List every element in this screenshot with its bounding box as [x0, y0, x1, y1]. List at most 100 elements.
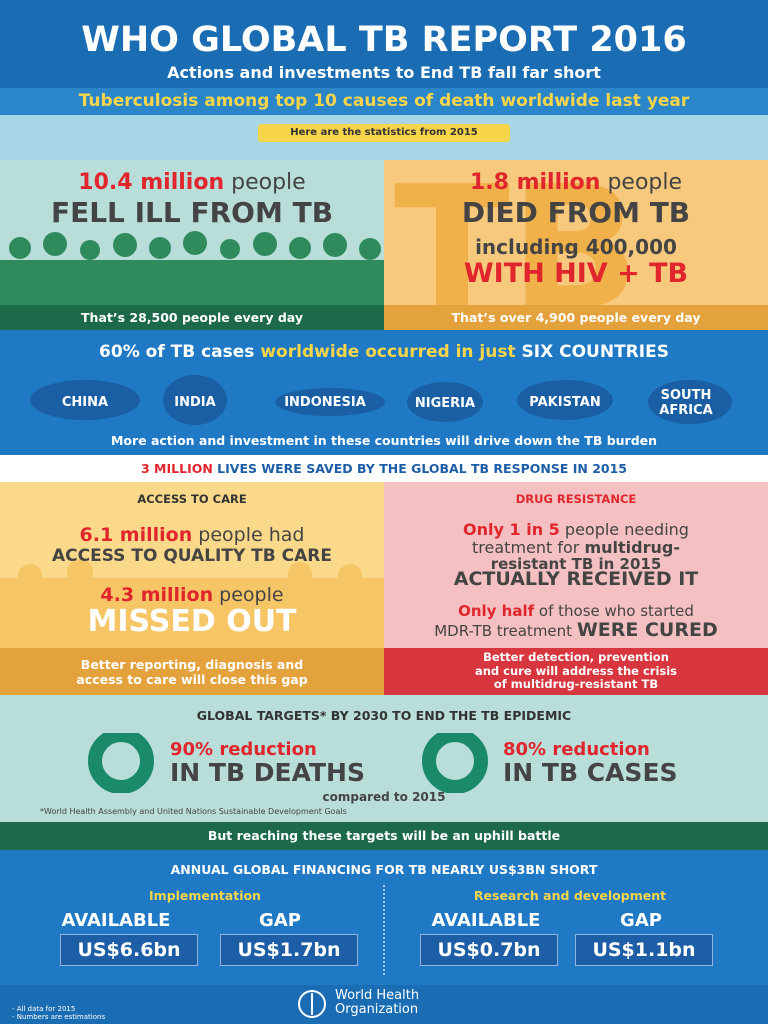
access-line: 6.1 million people had: [0, 524, 384, 546]
maps: [30, 375, 732, 425]
who-logo: [298, 990, 326, 1018]
note: Here are the statistics from 2015: [258, 124, 510, 142]
headline: FELL ILL FROM TB: [50, 196, 334, 229]
targets-panel: GLOBAL TARGETS* BY 2030 TO END THE TB EP…: [0, 695, 768, 822]
amount: US$0.7bn: [420, 934, 558, 966]
footer-bar: That’s 28,500 people every day: [0, 305, 384, 330]
heading: ANNUAL GLOBAL FINANCING FOR TB NEARLY US…: [170, 862, 598, 877]
footer-line: Better detection, prevention: [483, 650, 669, 664]
group-name: Research and development: [473, 888, 667, 903]
text: people needing: [564, 520, 689, 539]
country: CHINA: [61, 395, 109, 410]
drug-line: treatment for multidrug-: [384, 538, 768, 557]
highlight: Only half: [458, 602, 535, 620]
footer-bar: Better detection, prevention and cure wil…: [384, 648, 768, 695]
heading: ACCESS TO CARE: [137, 492, 247, 506]
highlight: 1.8 million: [469, 170, 601, 195]
country: NIGERIA: [414, 396, 476, 411]
access-panel: ACCESS TO CARE 6.1 million people had AC…: [0, 482, 384, 695]
org-line: Organization: [335, 1002, 419, 1017]
heading: GLOBAL TARGETS* BY 2030 TO END THE TB EP…: [196, 708, 572, 723]
lead: 60% of TB cases: [99, 342, 255, 362]
ring: [88, 733, 154, 793]
note-band: Here are the statistics from 2015: [0, 115, 768, 160]
highlight: 90% reduction: [170, 739, 317, 760]
drug-headline: ACTUALLY RECEIVED IT: [453, 568, 699, 590]
text: treatment for: [472, 538, 580, 557]
footnote: *World Health Assembly and United Nation…: [40, 807, 347, 816]
highlight: 80% reduction: [503, 739, 650, 760]
banner-text: But reaching these targets will be an up…: [207, 828, 561, 843]
group-name: Implementation: [149, 888, 261, 903]
amount: US$1.7bn: [220, 934, 358, 966]
highlight: 6.1 million: [79, 524, 193, 546]
crowd: [0, 231, 384, 305]
hiv-line: including 400,000: [475, 235, 677, 259]
countries-panel: 60% of TB cases worldwide occurred in ju…: [0, 330, 768, 455]
highlight: Only 1 in 5: [463, 520, 560, 539]
text: people had: [198, 524, 305, 546]
tagline: Tuberculosis among top 10 causes of deat…: [0, 88, 768, 115]
hiv-headline: WITH HIV + TB: [463, 258, 689, 289]
drug-line: resistant TB in 2015: [490, 555, 662, 573]
saved: 3 MILLION LIVES WERE SAVED BY THE GLOBAL…: [0, 455, 768, 482]
label: GAP: [620, 910, 662, 931]
text: people: [231, 170, 306, 195]
cured-line: MDR-TB treatment WERE CURED: [384, 619, 768, 641]
text: of those who started: [538, 602, 694, 620]
text: people: [219, 584, 284, 606]
end: SIX COUNTRIES: [521, 342, 669, 362]
text: LIVES WERE SAVED BY THE GLOBAL TB RESPON…: [217, 461, 627, 476]
footer-line: and cure will address the crisis: [474, 663, 678, 678]
died-line: 1.8 million people: [384, 170, 768, 195]
ring: [422, 733, 488, 793]
headline: DIED FROM TB: [461, 196, 691, 229]
amount: US$1.1bn: [575, 934, 713, 966]
label: AVAILABLE: [431, 910, 541, 931]
subtitle: Actions and investments to End TB fall f…: [167, 63, 601, 82]
label: GAP: [259, 910, 301, 931]
drug-panel: DRUG RESISTANCE Only 1 in 5 people needi…: [384, 482, 768, 695]
compared: compared to 2015: [322, 790, 446, 804]
drug-line: Only 1 in 5 people needing: [384, 520, 768, 539]
footer-bar: Better reporting, diagnosis and access to…: [0, 648, 384, 695]
amount: US$6.6bn: [60, 934, 198, 966]
label: AVAILABLE: [61, 910, 171, 931]
rings: [88, 733, 488, 793]
died-panel: TB 1.8 million people DIED FROM TB inclu…: [384, 160, 768, 330]
title: WHO GLOBAL TB REPORT 2016: [81, 20, 687, 60]
text: IN TB DEATHS: [170, 758, 365, 787]
countries-heading: 60% of TB cases worldwide occurred in ju…: [0, 342, 768, 362]
header: WHO GLOBAL TB REPORT 2016 Actions and in…: [0, 0, 768, 115]
backdrop: TB: [394, 160, 640, 330]
country: INDONESIA: [284, 395, 366, 410]
text: multidrug-: [584, 538, 680, 557]
highlight: 3 MILLION: [141, 461, 213, 476]
access-headline: ACCESS TO QUALITY TB CARE: [51, 546, 332, 566]
highlight: 10.4 million: [78, 170, 225, 195]
countries-footer: More action and investment in these coun…: [110, 433, 658, 448]
country: SOUTH AFRICA: [659, 388, 713, 418]
text: people: [607, 170, 683, 195]
heading: DRUG RESISTANCE: [515, 492, 637, 506]
text: WERE CURED: [576, 619, 718, 641]
note: - Numbers are estimations: [12, 1013, 106, 1021]
target: 90% reduction IN TB DEATHS: [170, 739, 365, 786]
note: - All data for 2015: [12, 1005, 76, 1013]
fell-ill-line: 10.4 million people: [0, 170, 384, 195]
mid: worldwide occurred in just: [260, 342, 516, 362]
footer: - All data for 2015- Numbers are estimat…: [0, 985, 768, 1024]
org-line: World Health: [335, 988, 420, 1003]
footer-line: of multidrug-resistant TB: [493, 677, 659, 691]
crowd-backdrop: [0, 559, 384, 648]
footer-line: access to care will close this gap: [76, 672, 308, 687]
missed-headline: MISSED OUT: [87, 604, 297, 639]
footer-bar: That’s over 4,900 people every day: [384, 305, 768, 330]
country: INDIA: [174, 395, 216, 410]
text: IN TB CASES: [503, 758, 678, 787]
saved-band: 3 MILLION LIVES WERE SAVED BY THE GLOBAL…: [0, 455, 768, 482]
country: PAKISTAN: [529, 395, 601, 410]
divider: [383, 885, 385, 975]
highlight: 4.3 million: [100, 584, 214, 606]
